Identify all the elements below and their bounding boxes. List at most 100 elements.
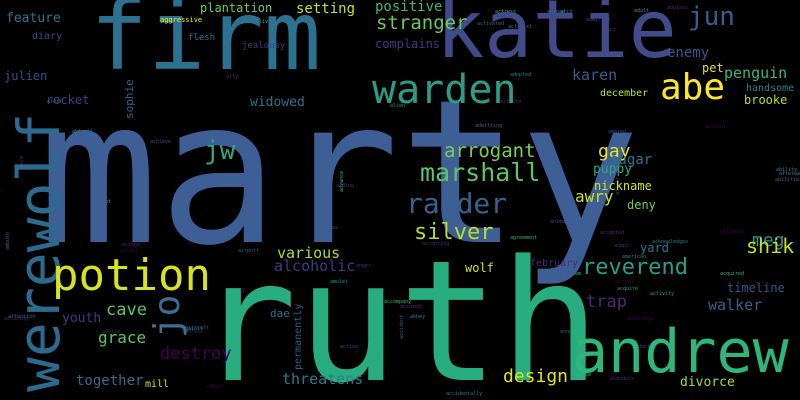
word-katie: katie — [436, 0, 677, 76]
word-against: against — [182, 326, 204, 332]
word-ally: ally — [226, 74, 239, 80]
word-ruth: ruth — [196, 224, 601, 400]
word-alien: alien — [390, 103, 406, 109]
word-access: access — [320, 225, 339, 231]
word-widowed: widowed — [250, 95, 305, 110]
word-reverend: reverend — [582, 255, 688, 280]
word-acquired: acquired — [720, 271, 745, 277]
word-sugar: sugar — [610, 152, 653, 168]
word-action: action — [340, 344, 359, 350]
word-silver: silver — [414, 220, 494, 245]
word-abilities: abilities — [775, 177, 800, 183]
word-acquires: acquires — [660, 271, 685, 277]
word-anger: anger — [356, 263, 372, 269]
word-divorce: divorce — [680, 375, 735, 390]
word-admitting: admitting — [475, 123, 503, 129]
word-actress: actress — [495, 9, 517, 15]
word-american: american — [622, 254, 647, 260]
word-accusing: accusing — [4, 316, 29, 322]
word-alert: alert — [47, 99, 63, 105]
word-pet: pet — [702, 61, 724, 75]
word-warden: warden — [372, 67, 517, 113]
word-february: february — [530, 258, 579, 269]
word-ability: ability — [776, 167, 798, 173]
word-angel: angel — [470, 234, 486, 240]
word-accepted: accepted — [600, 230, 625, 236]
word-adopted: adopted — [510, 72, 532, 78]
word-jun: jun — [688, 2, 735, 32]
word-firm: firm — [90, 0, 322, 92]
word-acting: acting — [122, 242, 141, 248]
word-airport: airport — [238, 248, 260, 254]
word-accept: accept — [120, 248, 139, 254]
word-mill: mill — [145, 379, 170, 390]
word-accidentally: accidentally — [446, 391, 483, 397]
word-address: address — [182, 329, 204, 335]
word-aggressive: aggressive — [160, 16, 203, 24]
word-handsome: handsome — [746, 83, 795, 94]
word-activated: activated — [477, 21, 505, 27]
word-abuse: abuse — [576, 372, 592, 378]
word-complains: complains — [375, 37, 441, 51]
word-adapt: adapt — [614, 243, 630, 249]
word-various: various — [277, 244, 341, 262]
word-marty: marty — [38, 57, 641, 290]
word-positive: positive — [375, 0, 443, 15]
word-meg: meg — [752, 230, 785, 251]
word-admitted: admitted — [586, 17, 611, 23]
word-advises: advises — [667, 5, 689, 11]
word-air: air — [196, 36, 206, 42]
word-diary: diary — [32, 31, 63, 42]
word-threatens: threatens — [282, 370, 364, 388]
word-cave: cave — [106, 300, 147, 320]
word-abbey: abbey — [410, 314, 426, 320]
word-abigail: abigail — [72, 129, 94, 135]
word-penguin: penguin — [724, 64, 788, 82]
word-alive: alive — [256, 19, 272, 25]
word-act: act — [607, 27, 617, 33]
word-animal: animal — [550, 219, 569, 225]
word-accompany: accompany — [384, 299, 412, 305]
word-setting: setting — [296, 1, 356, 17]
word-timeline: timeline — [727, 281, 785, 295]
word-jo: jo — [147, 294, 188, 338]
word-julien: julien — [4, 69, 48, 83]
word-deny: deny — [627, 198, 656, 212]
word-dae: dae — [270, 307, 290, 320]
word-abducted: abducted — [632, 344, 657, 350]
word-advantage: advantage — [627, 316, 655, 322]
word-acid: acid — [66, 143, 79, 149]
word-afterwards: afterwards — [779, 171, 800, 177]
word-jw: jw — [204, 136, 236, 166]
word-advice: advice — [102, 329, 121, 335]
word-puppy: puppy — [593, 162, 633, 177]
word-permanently: permanently — [293, 303, 304, 370]
word-acknowledges: acknowledges — [652, 239, 689, 245]
word-awry: awry — [575, 187, 614, 206]
word-abroad: abroad — [547, 9, 566, 15]
word-aircraft: aircraft — [185, 325, 210, 331]
word-feature: feature — [6, 11, 61, 26]
word-grace: grace — [98, 328, 147, 347]
word-account: account — [705, 124, 727, 130]
word-announce: announce — [560, 329, 585, 335]
word-activist: activist — [508, 24, 533, 30]
word-potion: potion — [52, 250, 211, 301]
word-amazed: amazed — [608, 129, 627, 135]
word-trap: trap — [586, 292, 627, 312]
word-alcoholic: alcoholic — [274, 257, 356, 275]
word-youth: youth — [62, 311, 102, 326]
word-acquire: acquire — [617, 286, 639, 292]
word-achieve: achieve — [150, 139, 172, 145]
word-destroy: destroy — [160, 344, 232, 364]
word-wolf: wolf — [465, 261, 494, 275]
word-flesh: flesh — [188, 33, 216, 43]
word-amulet: amulet — [330, 279, 349, 285]
word-alliance: alliance — [720, 229, 745, 235]
word-raider: raider — [406, 187, 508, 220]
word-affection: affection — [8, 314, 36, 320]
word-altered: altered — [500, 99, 522, 105]
word-stranger: stranger — [376, 12, 468, 34]
word-nickname: nickname — [594, 179, 652, 193]
